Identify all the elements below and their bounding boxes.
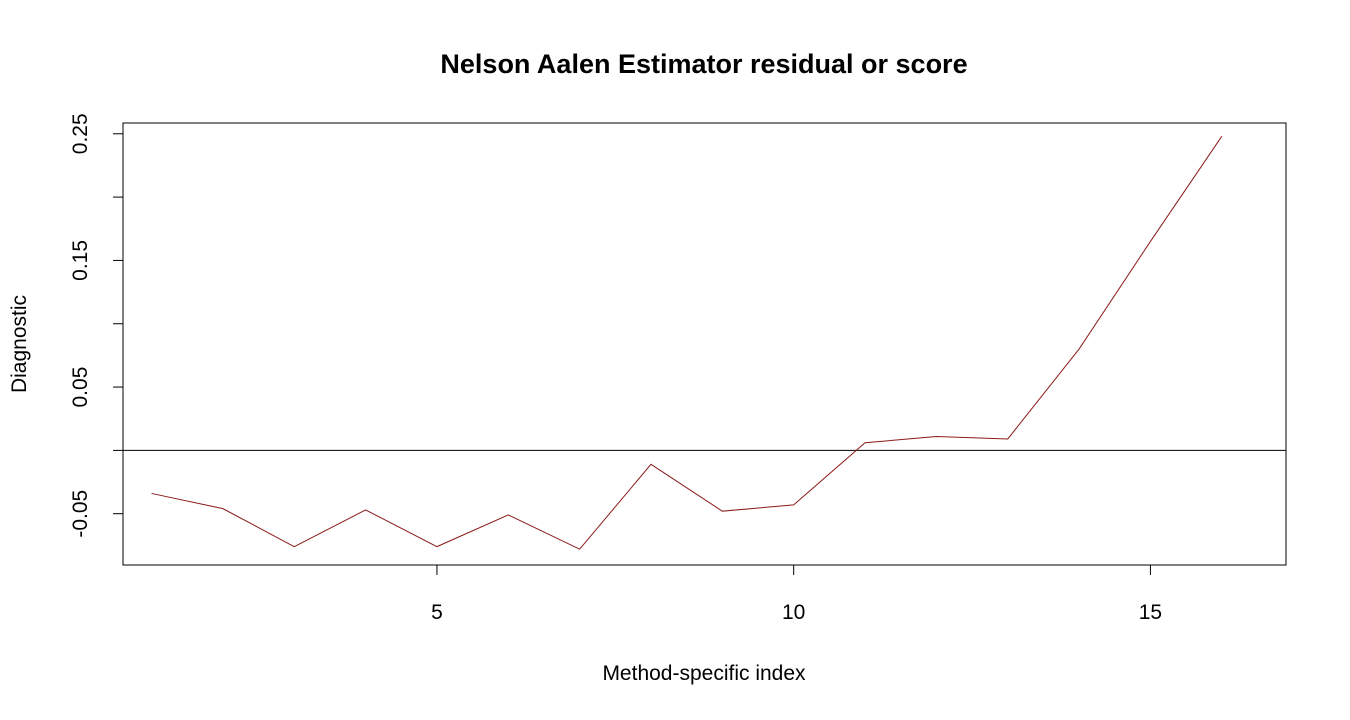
y-axis-label: Diagnostic xyxy=(8,295,31,393)
y-tick-label: 0.05 xyxy=(69,367,92,408)
y-tick-label: 0.25 xyxy=(69,113,92,154)
x-axis-label: Method-specific index xyxy=(602,662,806,685)
series-line xyxy=(151,136,1223,550)
y-axis: -0.05 0.05 0.15 0.25 xyxy=(69,113,123,538)
y-tick-label: 0.15 xyxy=(69,240,92,281)
y-tick-label: -0.05 xyxy=(69,490,92,538)
chart-title: Nelson Aalen Estimator residual or score xyxy=(440,49,967,79)
x-tick-label: 10 xyxy=(782,601,805,624)
x-axis: 5 10 15 xyxy=(431,565,1162,624)
x-tick-label: 5 xyxy=(431,601,443,624)
plot-frame xyxy=(122,122,1287,566)
x-tick-label: 15 xyxy=(1139,601,1162,624)
